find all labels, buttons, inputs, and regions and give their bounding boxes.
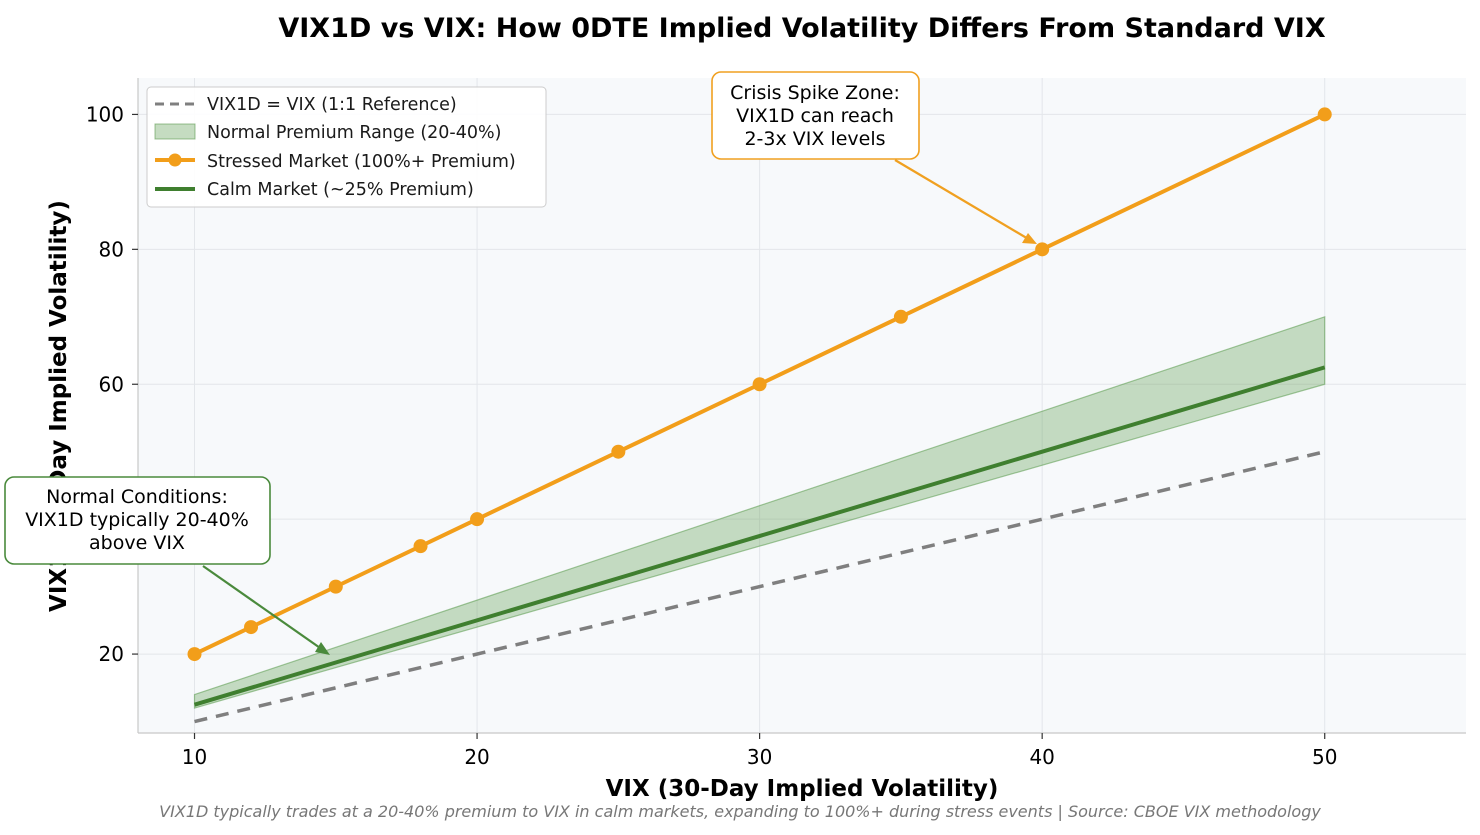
annotation-normal-conditions: Normal Conditions: VIX1D typically 20-40… xyxy=(4,476,330,655)
annotation-crisis-line-2: VIX1D can reach xyxy=(736,105,894,127)
legend-label-calm: Calm Market (~25% Premium) xyxy=(207,180,474,200)
legend: VIX1D = VIX (1:1 Reference) Normal Premi… xyxy=(146,86,547,208)
footnote: VIX1D typically trades at a 20-40% premi… xyxy=(159,802,1321,821)
annotation-normal-arrowhead xyxy=(315,642,330,655)
axes xyxy=(137,78,1466,734)
y-tick-label: 20 xyxy=(99,642,124,666)
x-tick-label: 10 xyxy=(182,745,207,769)
stressed-market-point xyxy=(1035,242,1050,257)
annotation-crisis-arrow xyxy=(894,159,1031,241)
stressed-market-point xyxy=(893,309,908,324)
legend-label-stressed: Stressed Market (100%+ Premium) xyxy=(207,152,516,172)
plot-area: 10 20 30 40 50 20 40 60 80 100 xyxy=(86,78,1466,769)
stressed-market-point xyxy=(470,512,485,527)
x-tick-label: 40 xyxy=(1029,745,1054,769)
x-tick-label: 30 xyxy=(747,745,772,769)
x-tick-label: 50 xyxy=(1312,745,1337,769)
annotation-crisis-line-1: Crisis Spike Zone: xyxy=(730,82,900,104)
annotation-normal-line-2: VIX1D typically 20-40% xyxy=(25,509,249,531)
reference-line xyxy=(194,450,1326,724)
x-axis-label: VIX (30-Day Implied Volatility) xyxy=(606,776,999,802)
legend-label-reference: VIX1D = VIX (1:1 Reference) xyxy=(207,95,457,115)
stressed-market-point xyxy=(1317,107,1332,122)
stressed-market-point xyxy=(328,579,343,594)
y-tick-label: 100 xyxy=(86,102,124,126)
stressed-market-point xyxy=(187,647,202,662)
legend-label-band: Normal Premium Range (20-40%) xyxy=(207,123,501,143)
stressed-market-point xyxy=(611,444,626,459)
y-tick-label: 60 xyxy=(99,372,124,396)
stressed-market-point xyxy=(244,620,259,635)
stressed-market-point xyxy=(752,377,767,392)
x-ticks: 10 20 30 40 50 xyxy=(182,733,1337,769)
annotation-crisis-spike: Crisis Spike Zone: VIX1D can reach 2-3x … xyxy=(711,71,1037,244)
annotation-crisis-box xyxy=(711,71,920,160)
chart-title: VIX1D vs VIX: How 0DTE Implied Volatilit… xyxy=(278,13,1325,44)
legend-swatch-stressed-marker xyxy=(168,153,182,167)
y-tick-label: 80 xyxy=(99,237,124,261)
annotation-crisis-line-3: 2-3x VIX levels xyxy=(744,128,885,150)
annotation-normal-line-3: above VIX xyxy=(89,532,185,554)
stressed-market-point xyxy=(413,539,428,554)
stressed-market-line xyxy=(193,112,1326,656)
annotation-normal-arrow xyxy=(202,565,324,651)
y-ticks: 20406080100 xyxy=(86,102,138,666)
legend-swatch-band xyxy=(154,123,196,140)
annotation-normal-box xyxy=(4,476,271,565)
x-tick-label: 20 xyxy=(464,745,489,769)
annotation-normal-line-1: Normal Conditions: xyxy=(46,486,228,508)
annotation-crisis-arrowhead xyxy=(1022,233,1037,244)
calm-market-line xyxy=(193,365,1326,707)
series-layer xyxy=(187,107,1332,724)
legend-box xyxy=(146,86,547,208)
